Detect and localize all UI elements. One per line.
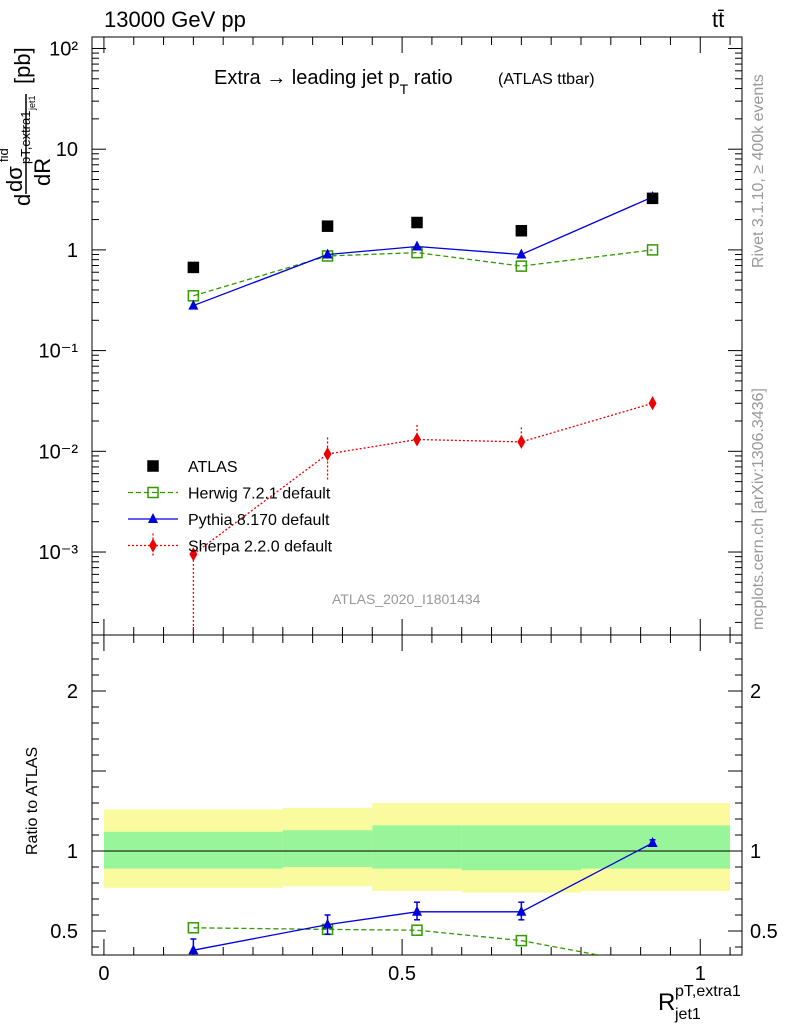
pythia-line [193, 196, 653, 307]
band-inner-3 [461, 825, 581, 871]
pythia-marker [516, 248, 527, 259]
process-label: tt̄ [712, 7, 724, 32]
ylabel-unit: [pb] [10, 47, 35, 84]
y-tick-label: 10² [49, 38, 78, 60]
y-tick-label: 10⁻³ [39, 542, 79, 564]
ratio-y-tick-label-left: 2 [67, 681, 78, 703]
pythia-ratio-marker [516, 905, 527, 916]
legend-marker-sherpa [149, 538, 157, 553]
plot-tag: (ATLAS ttbar) [498, 71, 595, 88]
analysis-watermark: ATLAS_2020_I1801434 [332, 591, 481, 607]
xlabel-R: R [658, 989, 675, 1016]
ylabel-dsigma: dσ [2, 166, 27, 192]
ratio-y-tick-label-left: 1 [67, 841, 78, 863]
ylabel-fid: fid [0, 148, 11, 162]
herwig-ratio-marker [515, 934, 528, 947]
ratio-frame [91, 634, 743, 956]
sherpa-marker [517, 434, 526, 449]
herwig-ratio-marker [411, 924, 423, 936]
y-tick-label: 10⁻² [39, 441, 79, 463]
ratio-y-tick-label-left: 0.5 [50, 921, 78, 943]
x-tick-label: 0 [98, 963, 109, 985]
ylabel-dR: dR [30, 158, 55, 186]
band-inner-1 [282, 830, 373, 867]
pythia-ratio-marker [322, 918, 333, 929]
legend-label-sherpa: Sherpa 2.2.0 default [188, 539, 333, 556]
herwig-line [193, 249, 653, 297]
legend-marker-herwig [147, 486, 159, 499]
legend-label-herwig: Herwig 7.2.1 default [188, 486, 331, 503]
title-main: Extra → leading jet p [214, 67, 400, 89]
y-tick-label: 1 [67, 240, 78, 262]
ratio-y-tick-label-right: 2 [750, 681, 761, 703]
band-inner-2 [372, 825, 462, 869]
y-axis-label-ratio: Ratio to ATLAS [24, 747, 41, 855]
herwig-marker [646, 244, 659, 256]
pythia-marker [188, 299, 199, 310]
legend: ATLAS Herwig 7.2.1 default Pythia 8.170 de… [128, 459, 333, 558]
legend-marker-atlas [147, 460, 159, 472]
atlas-marker [411, 216, 423, 229]
ratio-series-group [187, 837, 658, 955]
y-tick-label: 10 [56, 139, 78, 161]
x-axis-label: R pT,extra1 jet1 [658, 983, 741, 1023]
pythia-ratio-marker [412, 905, 422, 916]
xlabel-sub: jet1 [674, 1006, 701, 1023]
herwig-ratio-line [193, 927, 602, 955]
legend-label-pythia: Pythia 8.170 default [188, 512, 330, 529]
x-tick-label: 1 [695, 963, 706, 985]
pythia-marker [322, 248, 333, 259]
herwig-marker [515, 260, 528, 272]
sherpa-marker [323, 447, 332, 462]
sherpa-marker [413, 432, 421, 447]
herwig-ratio-marker [187, 922, 200, 934]
y-tick-label: 10⁻¹ [39, 341, 79, 363]
sherpa-line [192, 402, 653, 555]
sherpa-marker [189, 547, 198, 562]
ratio-y-tick-label-right: 0.5 [750, 921, 778, 943]
ratio-panel: 0 0.5 1 2 2 1 1 0.5 0.5 [50, 634, 778, 985]
atlas-marker [515, 224, 528, 237]
legend-label-atlas: ATLAS [188, 459, 238, 476]
x-tick-label: 0.5 [388, 963, 416, 985]
plot-title: Extra → leading jet pT ratio [214, 67, 453, 97]
xlabel-sup: pT,extra1 [675, 983, 741, 1000]
main-panel: 10² 10 1 10⁻¹ 10⁻² 10⁻³ [39, 36, 743, 636]
band-inner-0 [103, 831, 283, 869]
rivet-label: Rivet 3.1.10, ≥ 400k events [750, 74, 767, 268]
sherpa-marker [648, 396, 657, 411]
title-sub: T [400, 81, 409, 97]
y-axis-label-top: d dσ fid pT,extra1 jet1 dR [pb] [0, 47, 55, 206]
pythia-marker [412, 240, 422, 251]
pythia-ratio-marker [188, 944, 199, 955]
legend-marker-pythia [148, 513, 158, 523]
energy-label: 13000 GeV pp [104, 7, 246, 32]
atlas-marker [321, 220, 334, 232]
pythia-ratio-marker [647, 837, 658, 847]
title-tail: ratio [408, 67, 452, 89]
ylabel-subsub: jet1 [27, 95, 37, 111]
atlas-marker [646, 192, 659, 205]
ratio-y-tick-label-right: 1 [750, 841, 761, 863]
ylabel-d: d [10, 194, 35, 206]
atlas-marker [187, 261, 200, 274]
mcplots-label: mcplots.cern.ch [arXiv:1306.3436] [750, 388, 767, 630]
